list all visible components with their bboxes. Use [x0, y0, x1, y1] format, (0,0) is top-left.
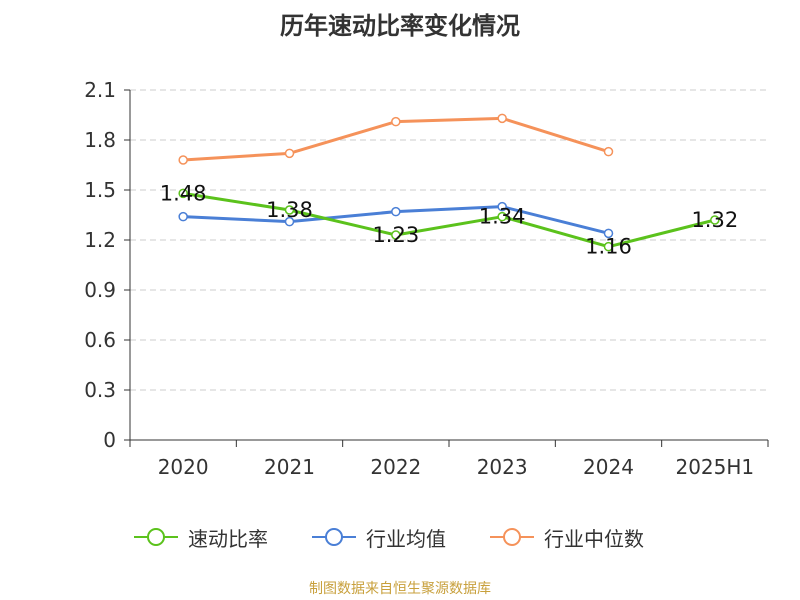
y-tick-label: 1.5 — [84, 178, 116, 202]
y-tick-label: 1.8 — [84, 128, 116, 152]
source-note: 制图数据来自恒生聚源数据库 — [309, 581, 491, 597]
y-tick-label: 0 — [103, 428, 116, 452]
x-tick-label: 2023 — [477, 455, 528, 479]
x-tick-label: 2021 — [264, 455, 315, 479]
series-line — [182, 191, 716, 249]
legend-label: 行业均值 — [366, 526, 446, 551]
data-point — [497, 201, 507, 212]
data-point — [178, 188, 188, 199]
legend-item-industry-mean[interactable]: 行业均值 — [310, 520, 446, 554]
y-tick-label: 0.6 — [84, 328, 116, 352]
data-point — [497, 211, 507, 222]
data-label: 1.16 — [585, 235, 632, 259]
data-point — [178, 211, 188, 222]
legend: 速动比率 行业均值 行业中位数 — [0, 520, 800, 554]
legend-line-icon — [134, 528, 178, 546]
data-point — [284, 148, 295, 159]
data-label: 1.48 — [160, 181, 207, 205]
x-tick-label: 2025H1 — [675, 455, 754, 479]
data-label: 1.34 — [479, 205, 526, 229]
y-tick-label: 2.1 — [84, 78, 116, 102]
data-label: 1.38 — [266, 198, 313, 222]
data-point — [284, 216, 295, 227]
legend-item-industry-median[interactable]: 行业中位数 — [488, 520, 644, 554]
data-label: 1.23 — [372, 223, 419, 247]
data-point — [391, 116, 401, 127]
legend-line-icon — [312, 528, 356, 546]
data-point — [603, 228, 614, 239]
x-tick-label: 2022 — [370, 455, 421, 479]
y-tick-label: 0.9 — [84, 278, 116, 302]
y-tick-label: 0.3 — [84, 378, 116, 402]
legend-line-icon — [490, 528, 534, 546]
chart-title: 历年速动比率变化情况 — [280, 12, 520, 40]
x-tick-label: 2024 — [583, 455, 634, 479]
data-point — [603, 146, 614, 157]
data-point — [391, 230, 401, 240]
data-point — [603, 241, 614, 252]
data-point — [497, 113, 507, 124]
legend-item-quick-ratio[interactable]: 速动比率 — [132, 520, 268, 554]
legend-label: 速动比率 — [188, 526, 268, 551]
data-point — [284, 205, 295, 215]
data-point — [178, 155, 188, 165]
data-point — [391, 206, 401, 217]
x-tick-label: 2020 — [158, 455, 209, 479]
data-label: 1.32 — [691, 208, 738, 232]
y-tick-label: 1.2 — [84, 228, 116, 252]
data-point — [710, 215, 720, 225]
legend-label: 行业中位数 — [544, 526, 644, 551]
